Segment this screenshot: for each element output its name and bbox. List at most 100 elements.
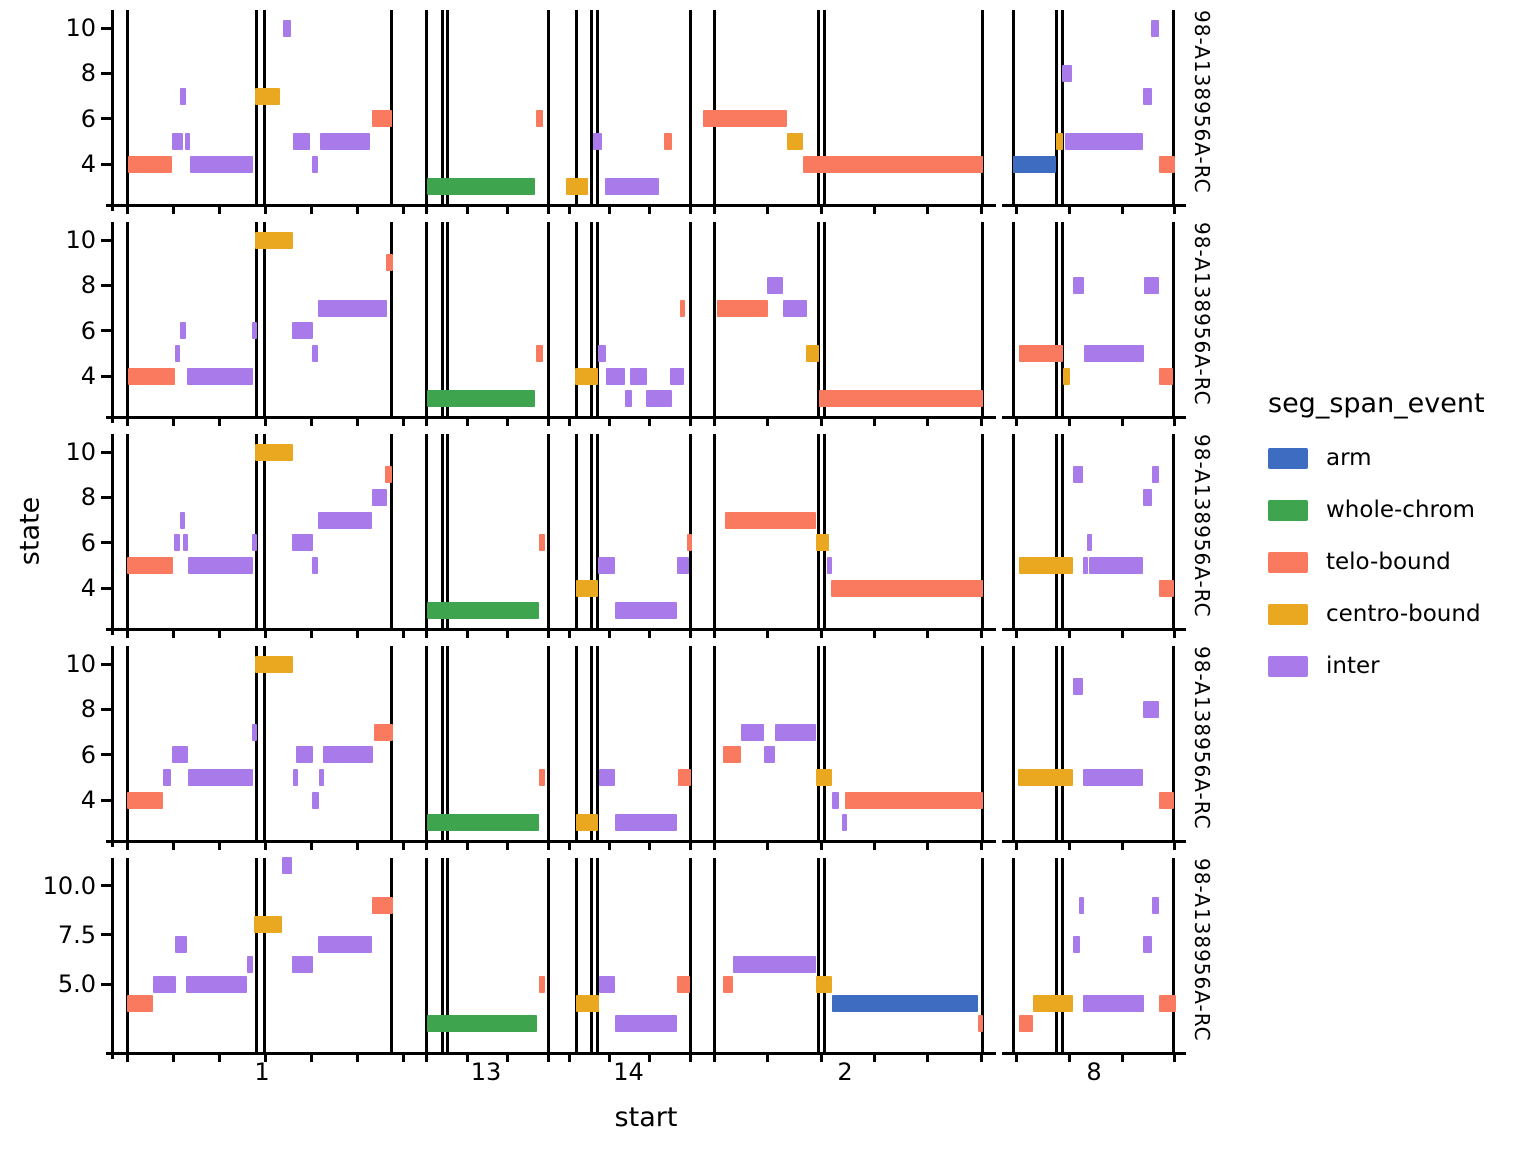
legend-label-telo: telo-bound xyxy=(1326,549,1451,575)
x-facet-label-1: 1 xyxy=(254,1058,270,1086)
panel-row2-chr1: 4 6 8 10 xyxy=(65,222,418,426)
x-tick xyxy=(171,205,175,214)
boundary-line xyxy=(688,10,692,205)
segment-telo xyxy=(1159,367,1174,385)
segment-inter xyxy=(252,534,258,552)
boundary-line xyxy=(255,222,259,417)
legend-items: arm whole-chrom telo-bound centro-bound inte… xyxy=(1268,445,1485,679)
segment-inter xyxy=(1088,557,1143,574)
segment-inter xyxy=(732,955,816,973)
x-tick xyxy=(171,629,175,638)
legend-swatch-arm xyxy=(1268,447,1308,469)
segment-inter xyxy=(187,557,253,574)
boundary-line xyxy=(817,434,821,629)
segment-telo xyxy=(1159,155,1175,173)
segment-telo xyxy=(679,299,685,317)
legend-item-arm: arm xyxy=(1268,445,1485,471)
segment-inter xyxy=(1064,133,1143,150)
segment-centro xyxy=(255,231,293,249)
segment-inter xyxy=(153,975,176,993)
boundary-line xyxy=(546,646,550,841)
x-facet-label-13: 13 xyxy=(470,1058,502,1086)
legend-swatch-whole xyxy=(1268,499,1308,521)
legend-item-whole: whole-chrom xyxy=(1268,497,1485,523)
x-tick xyxy=(766,1053,770,1062)
boundary-line xyxy=(817,858,821,1053)
boundary-line xyxy=(255,858,259,1053)
boundary-line xyxy=(390,222,394,417)
x-facet-label-2: 2 xyxy=(837,1058,853,1086)
segment-centro xyxy=(255,655,293,673)
boundary-line xyxy=(125,858,129,1053)
x-tick xyxy=(309,1053,313,1062)
y-tick xyxy=(101,329,111,333)
segment-inter xyxy=(172,133,183,150)
legend-item-centro: centro-bound xyxy=(1268,601,1485,627)
boundary-line xyxy=(1172,858,1176,1053)
segment-inter xyxy=(606,367,625,385)
segment-centro xyxy=(816,769,832,786)
x-tick xyxy=(1067,1053,1071,1062)
segment-telo xyxy=(831,579,983,597)
boundary-line xyxy=(262,646,266,841)
legend-item-inter: inter xyxy=(1268,653,1485,679)
segment-telo xyxy=(818,390,983,408)
x-tick xyxy=(766,629,770,638)
x-tick xyxy=(425,841,429,850)
segment-inter xyxy=(1086,534,1092,552)
x-tick xyxy=(979,841,983,850)
x-tick xyxy=(819,205,823,214)
segment-inter xyxy=(645,390,672,408)
boundary-line xyxy=(574,434,578,629)
legend-label-whole: whole-chrom xyxy=(1326,497,1475,523)
panel-row1-chr13 xyxy=(414,10,558,214)
y-tick-label: 6 xyxy=(80,740,96,769)
boundary-line xyxy=(440,646,444,841)
segment-centro xyxy=(576,579,599,597)
x-tick xyxy=(1120,417,1124,426)
panel-row3-chr1: 4 6 8 10 xyxy=(65,434,418,638)
segment-telo xyxy=(538,769,545,786)
y-tick-label: 10.0 xyxy=(42,871,96,900)
boundary-line xyxy=(125,646,129,841)
boundary-line xyxy=(823,434,827,629)
panel-row3-chr14 xyxy=(557,434,700,638)
boundary-line xyxy=(446,858,450,1053)
y-tick xyxy=(101,162,111,166)
segment-inter xyxy=(312,791,319,809)
boundary-line xyxy=(981,10,985,205)
x-axis-line xyxy=(557,1051,700,1055)
segment-inter xyxy=(1143,700,1159,718)
segment-whole xyxy=(426,390,536,408)
y-tick-label: 10 xyxy=(65,438,96,467)
segment-inter xyxy=(312,345,319,362)
panel-row2-chr2 xyxy=(694,222,996,426)
boundary-line xyxy=(425,222,429,417)
boundary-line xyxy=(446,434,450,629)
boundary-line xyxy=(1011,858,1015,1053)
y-tick-label: 8 xyxy=(80,695,96,724)
boundary-line xyxy=(1054,858,1058,1053)
segment-inter xyxy=(1082,557,1088,574)
panel-row2-chr8 xyxy=(1002,222,1186,426)
x-axis-line xyxy=(694,415,996,419)
x-tick xyxy=(217,629,221,638)
x-tick xyxy=(263,1053,267,1062)
x-tick xyxy=(1120,629,1124,638)
segment-inter xyxy=(1151,19,1159,37)
boundary-line xyxy=(446,222,450,417)
segment-inter xyxy=(292,955,313,973)
x-tick xyxy=(819,629,823,638)
boundary-line xyxy=(1172,10,1176,205)
segment-inter xyxy=(1143,87,1153,105)
x-axis-line xyxy=(414,1051,558,1055)
legend-swatch-centro xyxy=(1268,603,1308,625)
x-tick xyxy=(926,205,930,214)
segment-inter xyxy=(172,746,188,764)
legend-label-inter: inter xyxy=(1326,653,1380,679)
x-tick xyxy=(648,629,652,638)
x-tick xyxy=(979,205,983,214)
segment-inter xyxy=(190,155,253,173)
x-tick xyxy=(1015,417,1019,426)
segment-telo xyxy=(127,557,173,574)
